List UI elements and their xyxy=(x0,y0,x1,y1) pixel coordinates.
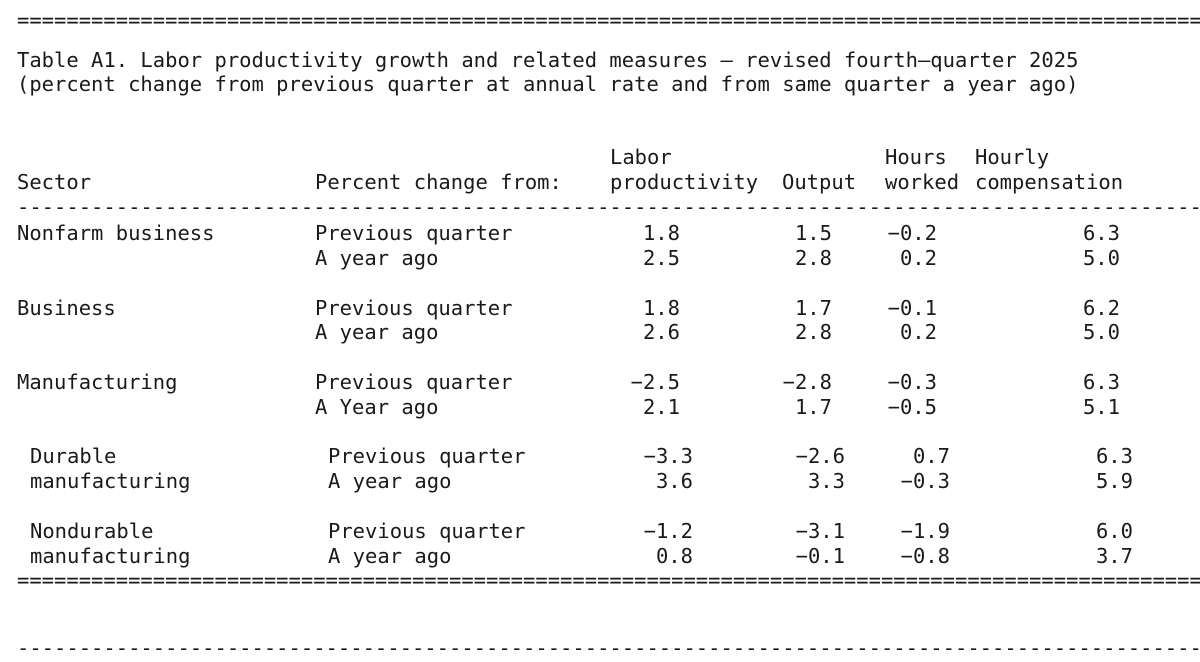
header-spacer xyxy=(17,145,315,170)
table-row: Nonfarm business Previous quarter 1.8 1.… xyxy=(17,221,1200,246)
sector-group: Nondurable Previous quarter −1.2 −3.1 −1… xyxy=(17,519,1200,568)
header-row-line2: Sector Percent change from: productivity… xyxy=(17,170,1200,195)
labor-productivity-value: −3.3 xyxy=(643,444,693,469)
sector-cell xyxy=(17,320,315,345)
sector-cell: Business xyxy=(17,295,116,320)
hours-worked-value: −0.5 xyxy=(887,394,937,419)
hourly-compensation-value: 5.1 xyxy=(1082,394,1120,419)
labor-productivity-value: 0.8 xyxy=(655,543,693,568)
header-spacer xyxy=(315,145,610,170)
table-row: manufacturing A year ago 3.6 3.3 −0.3 5.… xyxy=(17,469,1200,494)
hours-worked-value: −0.3 xyxy=(900,469,950,494)
hourly-compensation-value: 6.3 xyxy=(1095,444,1133,469)
header-row-line1: Labor Hours Hourly xyxy=(17,145,1200,170)
period-cell: A Year ago xyxy=(315,394,439,419)
output-value: −2.8 xyxy=(782,370,832,394)
period-cell: A year ago xyxy=(315,245,439,270)
table-body: Nonfarm business Previous quarter 1.8 1.… xyxy=(17,221,1200,568)
output-value: 3.3 xyxy=(807,469,845,494)
sector-cell: Durable xyxy=(30,444,117,469)
period-cell: Previous quarter xyxy=(315,221,513,246)
sector-cell: manufacturing xyxy=(30,469,191,494)
output-value: 2.8 xyxy=(794,320,832,345)
labor-productivity-value: 2.6 xyxy=(642,320,680,345)
hours-worked-value: 0.2 xyxy=(899,320,937,345)
period-cell: Previous quarter xyxy=(315,370,513,394)
hourly-compensation-value: 5.0 xyxy=(1082,320,1120,345)
header-hours-line1: Hours xyxy=(885,145,947,170)
output-value: 1.7 xyxy=(794,394,832,419)
table-row: Durable Previous quarter −3.3 −2.6 0.7 6… xyxy=(17,444,1200,469)
separator-dashed-rule-header: ----------------------------------------… xyxy=(17,194,1200,219)
output-value: −0.1 xyxy=(795,543,845,568)
sector-cell: Nondurable xyxy=(30,518,154,543)
separator-double-rule-bottom: ========================================… xyxy=(17,568,1200,593)
sector-group: Durable Previous quarter −3.3 −2.6 0.7 6… xyxy=(17,444,1200,493)
table-row: manufacturing A year ago 0.8 −0.1 −0.8 3… xyxy=(17,544,1200,569)
sector-cell xyxy=(17,395,315,420)
hours-worked-value: 0.7 xyxy=(912,444,950,469)
sector-cell: manufacturing xyxy=(30,543,191,568)
header-output-line1 xyxy=(782,145,885,170)
labor-productivity-value: −1.2 xyxy=(643,518,693,543)
text-document: ========================================… xyxy=(0,8,1200,661)
table-subtitle: (percent change from previous quarter at… xyxy=(17,72,1079,97)
hours-worked-value: −1.9 xyxy=(900,518,950,543)
labor-productivity-value: 2.1 xyxy=(642,394,680,419)
sector-cell xyxy=(17,246,315,271)
labor-productivity-value: 2.5 xyxy=(642,245,680,270)
period-cell: A year ago xyxy=(328,543,452,568)
header-hourly-line1: Hourly xyxy=(975,145,1050,170)
sector-group: Business Previous quarter 1.8 1.7 −0.1 6… xyxy=(17,296,1200,345)
hours-worked-value: −0.8 xyxy=(900,543,950,568)
output-value: 2.8 xyxy=(794,245,832,270)
separator-double-rule-top: ========================================… xyxy=(17,8,1200,32)
sector-cell: Manufacturing xyxy=(17,370,178,394)
sector-group: Manufacturing Previous quarter −2.5 −2.8… xyxy=(17,370,1200,419)
hourly-compensation-value: 6.3 xyxy=(1082,370,1120,394)
period-cell: Previous quarter xyxy=(328,518,526,543)
hours-worked-value: 0.2 xyxy=(899,245,937,270)
sector-cell: Nonfarm business xyxy=(17,221,215,246)
header-sector: Sector xyxy=(17,169,92,194)
hours-worked-value: −0.2 xyxy=(887,221,937,246)
output-value: 1.7 xyxy=(794,295,832,320)
hours-worked-value: −0.1 xyxy=(887,295,937,320)
output-value: 1.5 xyxy=(794,221,832,246)
labor-productivity-value: 1.8 xyxy=(642,295,680,320)
output-value: −2.6 xyxy=(795,444,845,469)
table-row: Nondurable Previous quarter −1.2 −3.1 −1… xyxy=(17,519,1200,544)
header-labor-line2: productivity xyxy=(610,169,759,194)
period-cell: A year ago xyxy=(315,320,439,345)
labor-productivity-value: −2.5 xyxy=(630,370,680,394)
hours-worked-value: −0.3 xyxy=(887,370,937,394)
header-percent-change-from: Percent change from: xyxy=(315,169,562,194)
period-cell: Previous quarter xyxy=(315,295,513,320)
labor-productivity-value: 1.8 xyxy=(642,221,680,246)
separator-dashed-rule-footer: ----------------------------------------… xyxy=(17,635,1200,660)
period-cell: Previous quarter xyxy=(328,444,526,469)
table-row: A year ago 2.6 2.8 0.2 5.0 xyxy=(17,320,1200,345)
hourly-compensation-value: 6.3 xyxy=(1082,221,1120,246)
labor-productivity-value: 3.6 xyxy=(655,469,693,494)
table-header: Labor Hours Hourly Sector Percent change… xyxy=(17,145,1200,194)
hourly-compensation-value: 5.9 xyxy=(1095,469,1133,494)
table-row: A Year ago 2.1 1.7 −0.5 5.1 xyxy=(17,395,1200,420)
table-title: Table A1. Labor productivity growth and … xyxy=(17,47,1079,72)
table-row: A year ago 2.5 2.8 0.2 5.0 xyxy=(17,246,1200,271)
hourly-compensation-value: 6.0 xyxy=(1095,518,1133,543)
table-row: Business Previous quarter 1.8 1.7 −0.1 6… xyxy=(17,296,1200,321)
header-output-line2: Output xyxy=(782,169,857,194)
sector-group: Nonfarm business Previous quarter 1.8 1.… xyxy=(17,221,1200,270)
output-value: −3.1 xyxy=(795,518,845,543)
period-cell: A year ago xyxy=(328,469,452,494)
hourly-compensation-value: 5.0 xyxy=(1082,245,1120,270)
table-row: Manufacturing Previous quarter −2.5 −2.8… xyxy=(17,370,1200,395)
header-hourly-line2: compensation xyxy=(975,169,1124,194)
hourly-compensation-value: 6.2 xyxy=(1082,295,1120,320)
hourly-compensation-value: 3.7 xyxy=(1095,543,1133,568)
header-hours-line2: worked xyxy=(885,169,960,194)
header-labor-line1: Labor xyxy=(610,145,672,170)
